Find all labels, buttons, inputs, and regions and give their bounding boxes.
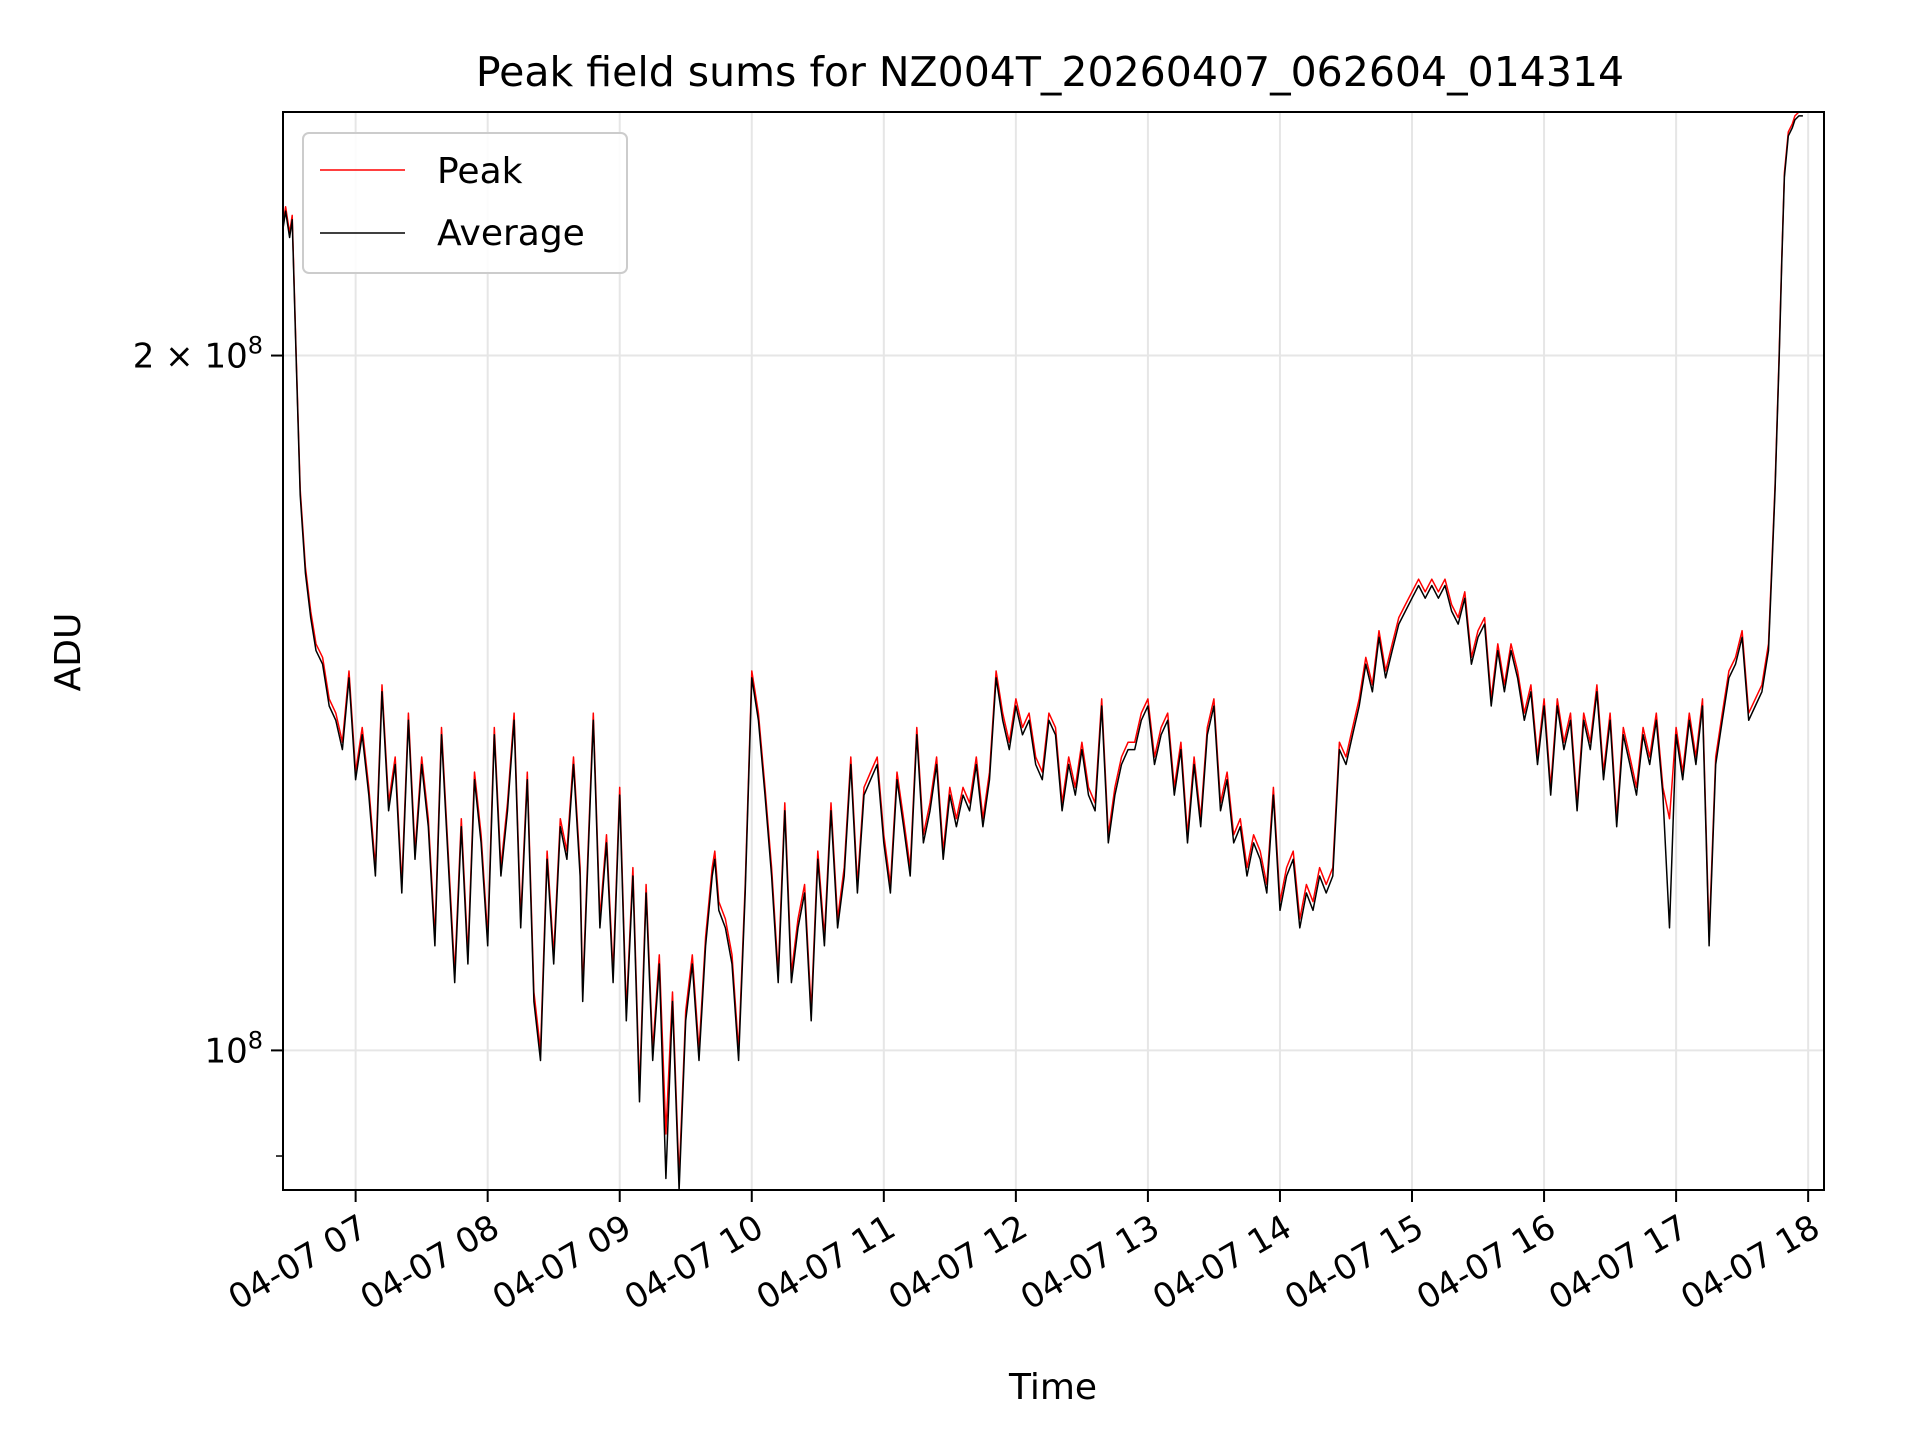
y-tick-label: 2 × 108 [133, 332, 263, 377]
y-axis-ticks: 108 2 × 108 [133, 332, 283, 1157]
chart-title: Peak field sums for NZ004T_20260407_0626… [476, 48, 1624, 96]
series-line-average [282, 115, 1803, 1191]
legend-label-peak: Peak [437, 151, 523, 192]
y-axis-label: ADU [48, 613, 89, 692]
legend-label-average: Average [437, 213, 585, 254]
y-tick-label: 108 [204, 1026, 263, 1071]
plot-frame [282, 111, 1825, 1191]
series-line-peak [282, 111, 1803, 1180]
x-axis-label: Time [1008, 1367, 1097, 1408]
grid-lines [283, 112, 1824, 1190]
legend-box [302, 132, 628, 274]
series-lines [282, 111, 1803, 1191]
legend: Peak Average [302, 132, 628, 274]
